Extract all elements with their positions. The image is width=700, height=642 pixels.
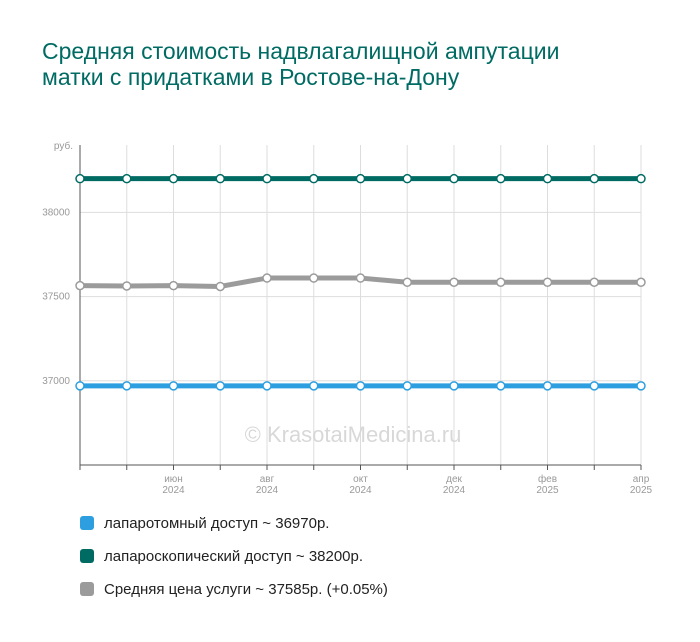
data-point [262, 273, 272, 283]
data-point [75, 173, 85, 184]
legend-item: лапароскопический доступ ~ 38200р. [80, 547, 388, 565]
legend-label: Средняя цена услуги ~ 37585р. (+0.05%) [104, 580, 388, 598]
data-point [402, 381, 412, 391]
data-point [122, 173, 132, 184]
chart-title: Средняя стоимость надвлагалищной ампутац… [42, 38, 560, 90]
data-point [262, 381, 272, 391]
y-tick-label: 37500 [42, 292, 70, 303]
legend-label: лапароскопический доступ ~ 38200р. [104, 547, 364, 565]
data-point [309, 381, 319, 391]
x-tick-year: 2024 [256, 485, 279, 496]
legend: лапаротомный доступ ~ 36970р. лапароскопи… [80, 514, 388, 613]
x-tick-month: апр [633, 474, 650, 485]
data-point [215, 173, 225, 184]
x-tick-year: 2024 [443, 485, 466, 496]
data-point [636, 173, 646, 184]
legend-label: лапаротомный доступ ~ 36970р. [104, 514, 330, 532]
data-point [355, 381, 366, 391]
y-tick-label: 37000 [42, 376, 70, 387]
data-point [449, 173, 459, 184]
data-point [215, 281, 225, 292]
data-point [122, 381, 132, 391]
data-point [542, 381, 553, 391]
data-point [496, 277, 506, 288]
data-point [355, 273, 366, 283]
watermark-text: © KrasotaiMedicina.ru [245, 422, 462, 447]
data-point [589, 381, 599, 391]
data-point [309, 273, 319, 283]
data-point [542, 277, 553, 288]
legend-swatch [80, 516, 94, 530]
x-tick-year: 2025 [536, 485, 559, 496]
data-point [309, 173, 319, 184]
line-chart: © KrasotaiMedicina.ru 370003750038000руб… [42, 140, 652, 496]
data-point [122, 281, 132, 291]
data-point [496, 381, 506, 391]
data-point [589, 277, 599, 288]
data-point [449, 381, 459, 391]
data-point [355, 173, 366, 184]
legend-swatch [80, 582, 94, 596]
data-point [542, 173, 553, 184]
legend-item: Средняя цена услуги ~ 37585р. (+0.05%) [80, 580, 388, 598]
x-tick-year: 2024 [162, 485, 185, 496]
x-tick-month: окт [353, 474, 368, 485]
data-point [168, 381, 179, 391]
data-point [215, 381, 225, 391]
x-tick-month: июн [164, 474, 183, 485]
data-point [402, 277, 412, 288]
data-point [449, 277, 459, 288]
y-axis-unit-label: руб. [54, 140, 73, 152]
x-tick-month: дек [446, 474, 462, 485]
tick-labels: 370003750038000руб.июн2024авг2024окт2024… [42, 140, 652, 496]
axes [79, 145, 642, 470]
data-point [496, 173, 506, 184]
y-tick-label: 38000 [42, 207, 70, 218]
legend-swatch [80, 549, 94, 563]
data-point [75, 381, 85, 391]
x-tick-year: 2024 [349, 485, 372, 496]
series-layer [75, 173, 646, 391]
grid [79, 145, 642, 465]
data-point [262, 173, 272, 184]
data-point [168, 280, 179, 291]
x-tick-year: 2025 [630, 485, 653, 496]
data-point [636, 277, 646, 288]
x-tick-month: авг [260, 474, 275, 485]
data-point [168, 173, 179, 184]
legend-item: лапаротомный доступ ~ 36970р. [80, 514, 388, 532]
x-tick-month: фев [538, 473, 557, 485]
data-point [589, 173, 599, 184]
data-point [636, 381, 646, 391]
data-point [75, 280, 85, 291]
data-point [402, 173, 412, 184]
